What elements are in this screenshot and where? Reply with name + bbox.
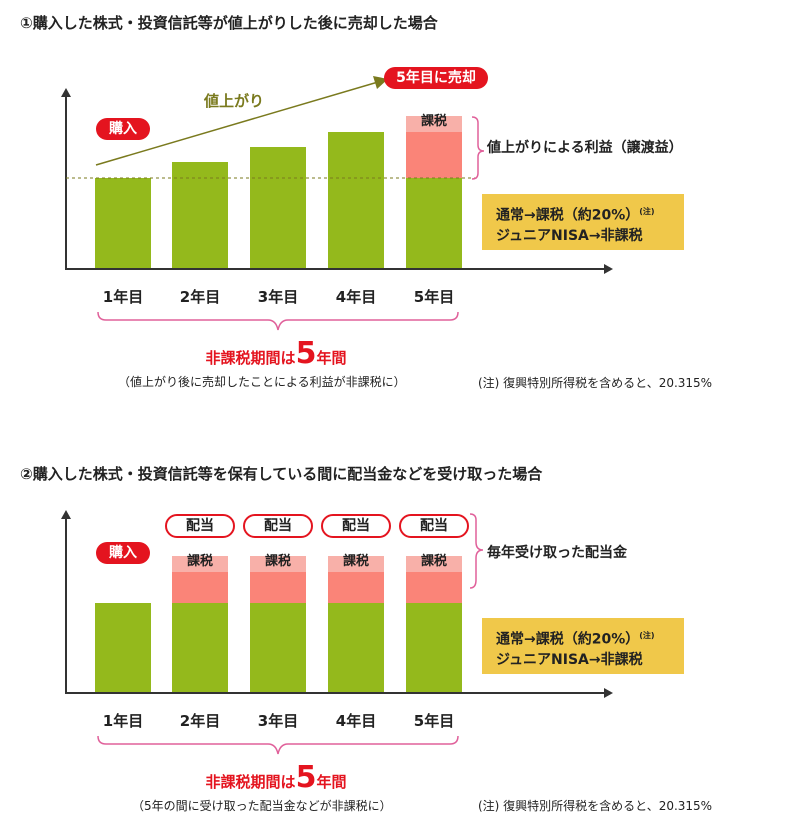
section2-dividend-badge: 配当	[243, 514, 313, 538]
section2-x-axis	[65, 692, 605, 694]
section2-x-axis-arrow	[604, 688, 613, 698]
section2-dividend-brace	[469, 513, 484, 589]
section2-bar-year1	[95, 603, 151, 692]
section1-title: ①購入した株式・投資信託等が値上がりした後に売却した場合	[20, 14, 438, 32]
section2-bar-year5-base	[406, 603, 462, 692]
section1-tax-label: 課税	[420, 114, 447, 129]
section2-bar-year3-base	[250, 603, 306, 692]
section1-box-line1: 通常→課税（約20%）	[496, 207, 640, 224]
section2-dividend-badge: 配当	[165, 514, 235, 538]
section1-period-number: 5	[295, 336, 317, 371]
section1-bar-year3	[250, 147, 306, 268]
section2-period-number: 5	[295, 760, 317, 795]
section1-year-label: 2年目	[179, 288, 221, 306]
section1-bar-year5-base	[406, 178, 462, 268]
section2-tax-label: 課税	[342, 554, 369, 569]
section1-footnote: (注) 復興特別所得税を含めると、20.315%	[478, 376, 713, 390]
section1-box-line2: ジュニアNISA→非課税	[496, 227, 643, 244]
section1-bar-year5-tax	[406, 116, 462, 132]
section1-period-suffix: 年間	[316, 349, 347, 367]
section2-dividend-badge: 配当	[399, 514, 469, 538]
section1-gain-label: 値上がりによる利益（譲渡益）	[487, 140, 683, 156]
section2-title: ②購入した株式・投資信託等を保有している間に配当金などを受け取った場合	[20, 465, 543, 483]
section2-box-line2: ジュニアNISA→非課税	[496, 651, 643, 668]
section1-bar-year2	[172, 162, 228, 268]
section1-period-brace	[97, 311, 459, 331]
section2-period-text: 非課税期間は5年間	[0, 760, 552, 795]
section2-bar-year3-tax	[250, 556, 306, 572]
section1-x-axis	[65, 268, 605, 270]
section2-year-label: 2年目	[179, 712, 221, 730]
section2-y-axis	[65, 518, 67, 693]
section2-box-note-mark: (注)	[639, 631, 655, 640]
section2-bar-year2-dividend	[172, 572, 228, 603]
section2-box-line1: 通常→課税（約20%）	[496, 631, 640, 648]
section2-purchase-badge: 購入	[96, 542, 150, 564]
section1-period-prefix: 非課税期間は	[205, 349, 296, 367]
section2-dividend-brace-label: 毎年受け取った配当金	[487, 545, 627, 561]
section1-year-label: 1年目	[102, 288, 144, 306]
section2-y-axis-arrow	[61, 510, 71, 519]
section1-period-subtext: （値上がり後に売却したことによる利益が非課税に）	[118, 375, 406, 389]
section2-tax-label: 課税	[186, 554, 213, 569]
section2-period-subtext: （5年の間に受け取った配当金などが非課税に）	[132, 799, 392, 813]
section2-tax-label: 課税	[420, 554, 447, 569]
section2-period-brace	[97, 735, 459, 755]
section1-bar-year1	[95, 178, 151, 268]
section1-box-note-mark: (注)	[639, 207, 655, 216]
section1-sell-badge: 5年目に売却	[384, 67, 488, 89]
section2-bar-year3-dividend	[250, 572, 306, 603]
section2-bar-year5-dividend	[406, 572, 462, 603]
section1-bar-year5-gain	[406, 132, 462, 178]
section1-purchase-badge: 購入	[96, 118, 150, 140]
section2-tax-info-box: 通常→課税（約20%）(注) ジュニアNISA→非課税	[482, 618, 684, 674]
section1-y-axis-arrow	[61, 88, 71, 97]
section1-y-axis	[65, 96, 67, 269]
section1-bar-year4	[328, 132, 384, 268]
section2-year-label: 3年目	[257, 712, 299, 730]
section2-bar-year2-tax	[172, 556, 228, 572]
section1-x-axis-arrow	[604, 264, 613, 274]
section2-bar-year4-dividend	[328, 572, 384, 603]
section2-bar-year2-base	[172, 603, 228, 692]
section2-bar-year4-tax	[328, 556, 384, 572]
section1-year-label: 4年目	[335, 288, 377, 306]
section1-rise-label: 値上がり	[204, 92, 265, 110]
section1-period-text: 非課税期間は5年間	[0, 336, 552, 371]
section2-year-label: 5年目	[413, 712, 455, 730]
section2-tax-label: 課税	[264, 554, 291, 569]
section2-year-label: 4年目	[335, 712, 377, 730]
section1-year-label: 5年目	[413, 288, 455, 306]
section2-dividend-badge: 配当	[321, 514, 391, 538]
section2-year-label: 1年目	[102, 712, 144, 730]
section2-period-prefix: 非課税期間は	[205, 773, 296, 791]
section1-year-label: 3年目	[257, 288, 299, 306]
section2-period-suffix: 年間	[316, 773, 347, 791]
section2-bar-year4-base	[328, 603, 384, 692]
section2-bar-year5-tax	[406, 556, 462, 572]
section2-footnote: (注) 復興特別所得税を含めると、20.315%	[478, 799, 713, 813]
section1-tax-info-box: 通常→課税（約20%）(注) ジュニアNISA→非課税	[482, 194, 684, 250]
